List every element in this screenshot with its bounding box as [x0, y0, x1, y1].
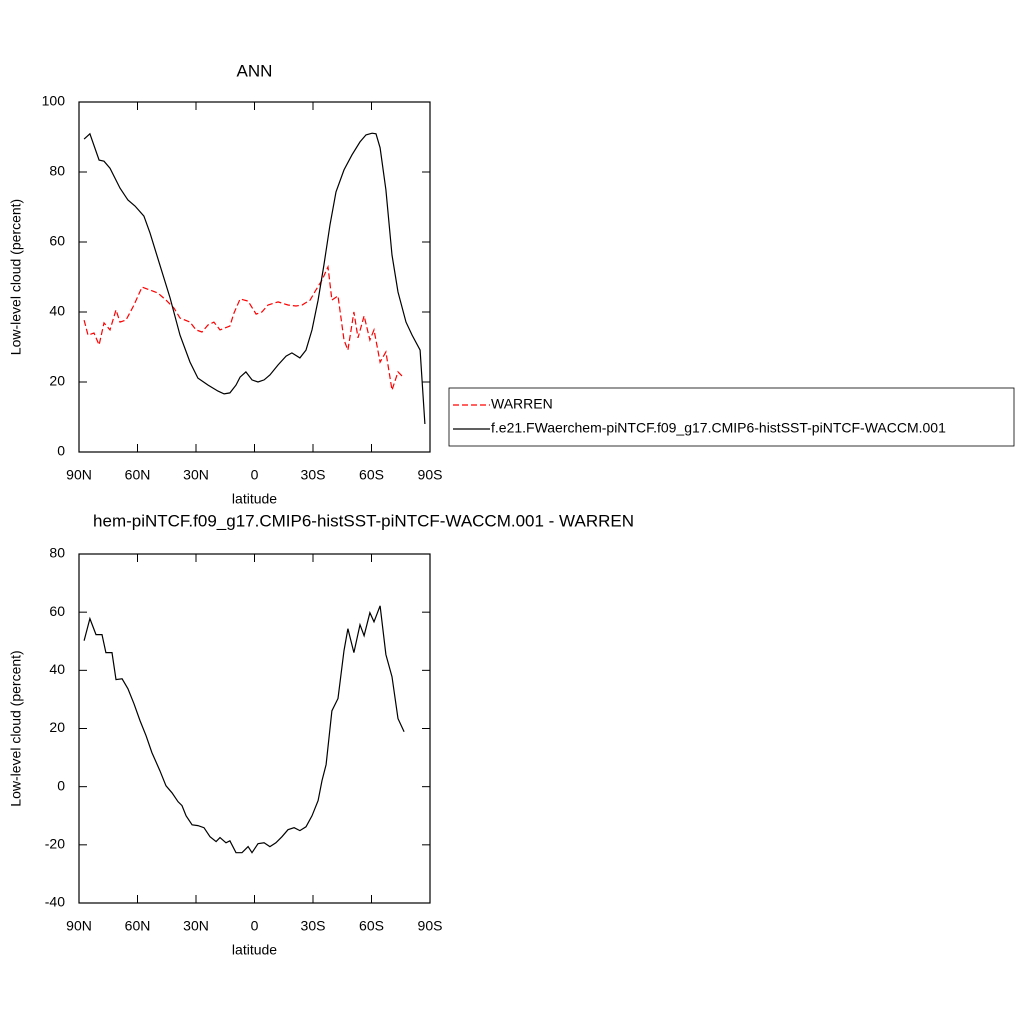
x-tick-label: 90N: [66, 918, 92, 934]
plot-frame: [78, 553, 431, 904]
y-axis-label: Low-level cloud (percent): [8, 199, 24, 355]
x-tick-label: 0: [251, 467, 259, 483]
x-tick-label: 90S: [418, 918, 443, 934]
x-tick-label: 60S: [359, 467, 384, 483]
y-tick-label: 100: [42, 93, 66, 109]
x-tick-label: 30N: [183, 467, 209, 483]
y-tick-label: 80: [49, 545, 65, 561]
chart-title: ANN: [237, 61, 273, 80]
legend-label: WARREN: [491, 396, 553, 412]
data-line: [83, 264, 405, 391]
y-tick-label: 0: [57, 777, 65, 793]
legend-box: [448, 387, 1015, 447]
y-tick-label: 60: [49, 233, 65, 249]
y-tick-label: 20: [49, 719, 65, 735]
x-tick-label: 30S: [301, 467, 326, 483]
x-tick-label: 60S: [359, 918, 384, 934]
y-tick-label: 40: [49, 661, 65, 677]
y-tick-label: 20: [49, 373, 65, 389]
y-tick-label: 60: [49, 603, 65, 619]
x-tick-label: 90S: [418, 467, 443, 483]
x-tick-label: 60N: [125, 467, 151, 483]
x-tick-label: 90N: [66, 467, 92, 483]
y-tick-label: 80: [49, 163, 65, 179]
chart-title: hem-piNTCF.f09_g17.CMIP6-histSST-piNTCF-…: [93, 511, 634, 530]
x-tick-label: 60N: [125, 918, 151, 934]
y-tick-label: -20: [45, 836, 65, 852]
legend-label: f.e21.FWaerchem-piNTCF.f09_g17.CMIP6-his…: [491, 420, 946, 436]
plot-frame: [78, 101, 431, 453]
data-line: [83, 605, 405, 854]
y-tick-label: 40: [49, 303, 65, 319]
x-tick-label: 30S: [301, 918, 326, 934]
y-tick-label: -40: [45, 894, 65, 910]
data-line: [83, 132, 426, 425]
y-axis-label: Low-level cloud (percent): [8, 650, 24, 806]
x-tick-label: 0: [251, 918, 259, 934]
x-axis-label: latitude: [232, 491, 277, 507]
y-tick-label: 0: [57, 443, 65, 459]
x-axis-label: latitude: [232, 942, 277, 958]
x-tick-label: 30N: [183, 918, 209, 934]
